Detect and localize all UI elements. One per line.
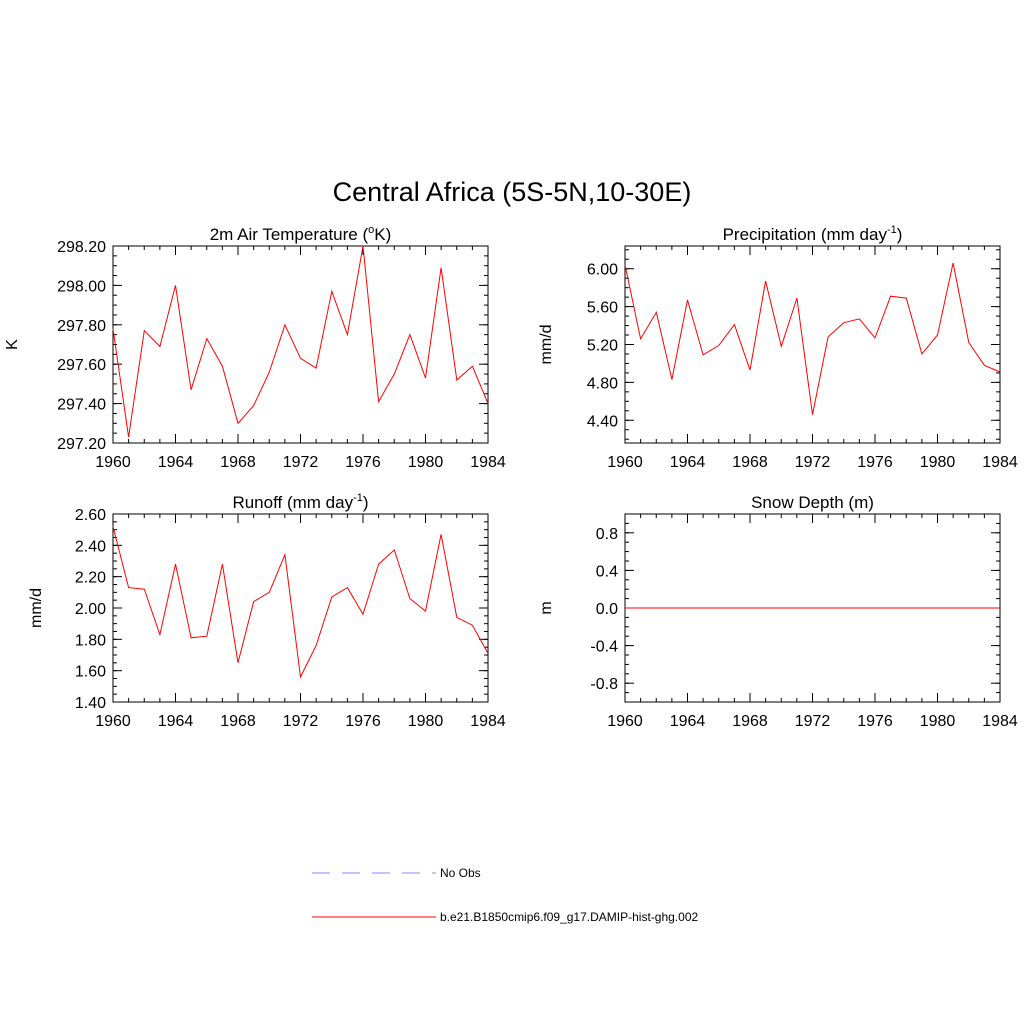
air-temperature-y-axis-label: K — [4, 339, 21, 350]
legend-model-label: b.e21.B1850cmip6.f09_g17.DAMIP-hist-ghg.… — [440, 910, 698, 924]
air-temperature-series-line — [112, 245, 489, 438]
y-tick-label: 0.4 — [596, 563, 618, 580]
x-tick-label: 1976 — [345, 713, 381, 730]
x-tick-label: 1980 — [408, 713, 444, 730]
y-tick-label: 2.00 — [75, 601, 106, 618]
y-tick-label: 5.20 — [587, 338, 618, 355]
y-tick-label: 2.40 — [75, 538, 106, 555]
precipitation-y-axis-label: mm/d — [538, 325, 555, 365]
x-tick-label: 1964 — [670, 713, 706, 730]
x-tick-label: 1984 — [982, 713, 1018, 730]
x-tick-label: 1976 — [857, 454, 893, 471]
air-temperature-plot-frame — [112, 245, 489, 444]
panel-precipitation: 1960 1964 1968 1972 1976 1980 1984 4.40 4.80 5.20… — [538, 224, 1018, 471]
snow-depth-title: Snow Depth (m) — [751, 493, 874, 512]
y-tick-label: 0.8 — [596, 526, 618, 543]
y-tick-label: 1.60 — [75, 664, 106, 681]
x-tick-label: 1972 — [283, 454, 319, 471]
x-tick-label: 1976 — [857, 713, 893, 730]
x-tick-label: 1976 — [345, 454, 381, 471]
y-tick-label: 297.20 — [57, 436, 106, 453]
precipitation-title: Precipitation (mm day-1) — [723, 224, 903, 244]
precipitation-series-line — [624, 262, 1001, 415]
x-tick-label: 1972 — [795, 454, 831, 471]
x-tick-label: 1968 — [732, 713, 768, 730]
x-tick-label: 1964 — [158, 454, 194, 471]
x-tick-label: 1964 — [158, 713, 194, 730]
y-tick-label: 1.40 — [75, 695, 106, 712]
air-temperature-title: 2m Air Temperature (oK) — [210, 224, 392, 244]
x-tick-label: 1972 — [283, 713, 319, 730]
x-tick-label: 1960 — [607, 713, 643, 730]
snow-depth-y-axis-label: m — [538, 601, 555, 614]
x-tick-label: 1968 — [220, 713, 256, 730]
x-tick-label: 1968 — [220, 454, 256, 471]
page-title: Central Africa (5S-5N,10-30E) — [333, 177, 692, 207]
y-tick-label: 5.60 — [587, 300, 618, 317]
x-tick-label: 1984 — [982, 454, 1018, 471]
y-tick-label: -0.8 — [590, 676, 618, 693]
y-tick-label: 4.80 — [587, 375, 618, 392]
y-tick-label: 298.00 — [57, 278, 106, 295]
panel-air-temperature: 1960 1964 1968 1972 1976 1980 1984 297.20 297.40… — [4, 224, 506, 471]
y-tick-label: 297.40 — [57, 397, 106, 414]
legend-obs-label: No Obs — [440, 866, 481, 880]
y-tick-label: 6.00 — [587, 262, 618, 279]
x-tick-label: 1980 — [920, 454, 956, 471]
panel-snow-depth: 1960 1964 1968 1972 1976 1980 1984 -0.8 -0.4 0.0 0… — [538, 493, 1018, 730]
legend: No Obs b.e21.B1850cmip6.f09_g17.DAMIP-hi… — [312, 866, 698, 924]
x-tick-label: 1972 — [795, 713, 831, 730]
runoff-series-line — [112, 526, 489, 679]
x-tick-label: 1980 — [920, 713, 956, 730]
y-tick-label: -0.4 — [590, 639, 618, 656]
y-tick-label: 1.80 — [75, 632, 106, 649]
runoff-title: Runoff (mm day-1) — [232, 492, 368, 512]
panel-runoff: 1960 1964 1968 1972 1976 1980 1984 1.40 1.60 1.80… — [28, 492, 506, 730]
runoff-y-axis-label: mm/d — [28, 588, 45, 628]
x-tick-label: 1968 — [732, 454, 768, 471]
x-tick-label: 1984 — [470, 713, 506, 730]
y-tick-label: 4.40 — [587, 413, 618, 430]
y-tick-label: 0.0 — [596, 601, 618, 618]
y-tick-label: 297.60 — [57, 357, 106, 374]
x-tick-label: 1984 — [470, 454, 506, 471]
y-tick-label: 297.80 — [57, 318, 106, 335]
x-tick-label: 1980 — [408, 454, 444, 471]
x-tick-label: 1960 — [95, 454, 131, 471]
y-tick-label: 2.20 — [75, 570, 106, 587]
x-tick-label: 1964 — [670, 454, 706, 471]
y-tick-label: 298.20 — [57, 239, 106, 256]
y-tick-label: 2.60 — [75, 507, 106, 524]
x-tick-label: 1960 — [95, 713, 131, 730]
x-tick-label: 1960 — [607, 454, 643, 471]
